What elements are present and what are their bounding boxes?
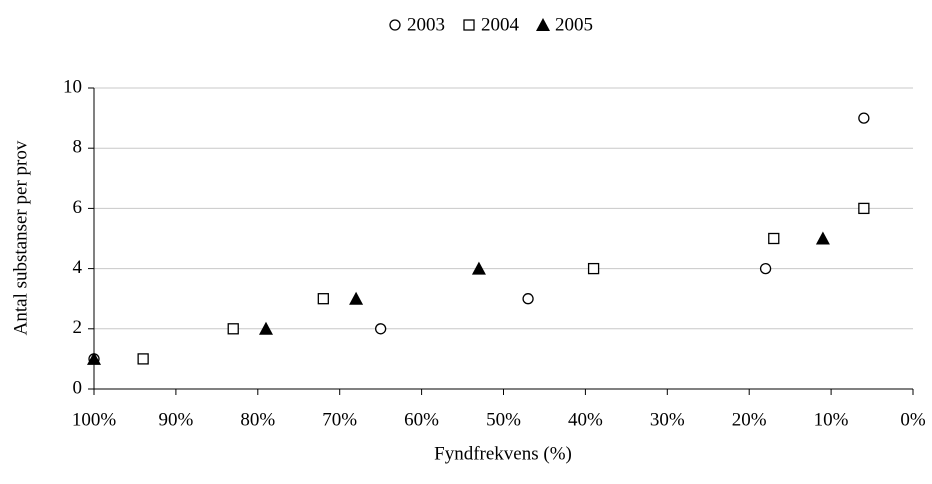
- legend-label: 2003: [407, 14, 445, 35]
- y-tick-label: 10: [63, 76, 82, 97]
- marker: [87, 351, 101, 365]
- marker: [227, 323, 239, 335]
- marker: [137, 353, 149, 365]
- marker: [317, 293, 329, 305]
- marker: [587, 262, 600, 275]
- marker: [258, 321, 273, 335]
- marker: [374, 323, 387, 335]
- x-tick-label: 30%: [650, 409, 685, 430]
- legend-label: 2004: [481, 14, 520, 35]
- y-axis-label: Antal substanser per prov: [10, 140, 31, 335]
- marker: [471, 261, 486, 275]
- x-tick-label: 100%: [72, 409, 117, 430]
- x-tick-label: 70%: [322, 409, 357, 430]
- y-tick-label: 8: [73, 137, 83, 158]
- x-tick-label: 90%: [158, 409, 193, 430]
- marker: [463, 19, 475, 31]
- x-tick-label: 80%: [240, 409, 275, 430]
- y-tick-label: 6: [73, 197, 83, 218]
- marker: [536, 18, 550, 31]
- marker: [389, 19, 401, 31]
- marker: [815, 231, 830, 245]
- x-tick-label: 40%: [568, 409, 603, 430]
- x-tick-label: 20%: [732, 409, 767, 430]
- x-tick-label: 0%: [900, 409, 926, 430]
- marker: [858, 112, 870, 124]
- y-tick-label: 2: [73, 317, 83, 338]
- y-tick-label: 0: [73, 377, 83, 398]
- y-tick-label: 4: [73, 257, 83, 278]
- marker: [349, 291, 364, 305]
- x-tick-label: 60%: [404, 409, 439, 430]
- marker: [522, 293, 534, 305]
- legend-label: 2005: [555, 14, 593, 35]
- x-tick-label: 10%: [814, 409, 849, 430]
- x-axis-label: Fyndfrekvens (%): [434, 443, 572, 464]
- x-tick-label: 50%: [486, 409, 521, 430]
- marker: [768, 232, 780, 245]
- marker: [759, 262, 772, 275]
- marker: [858, 202, 870, 215]
